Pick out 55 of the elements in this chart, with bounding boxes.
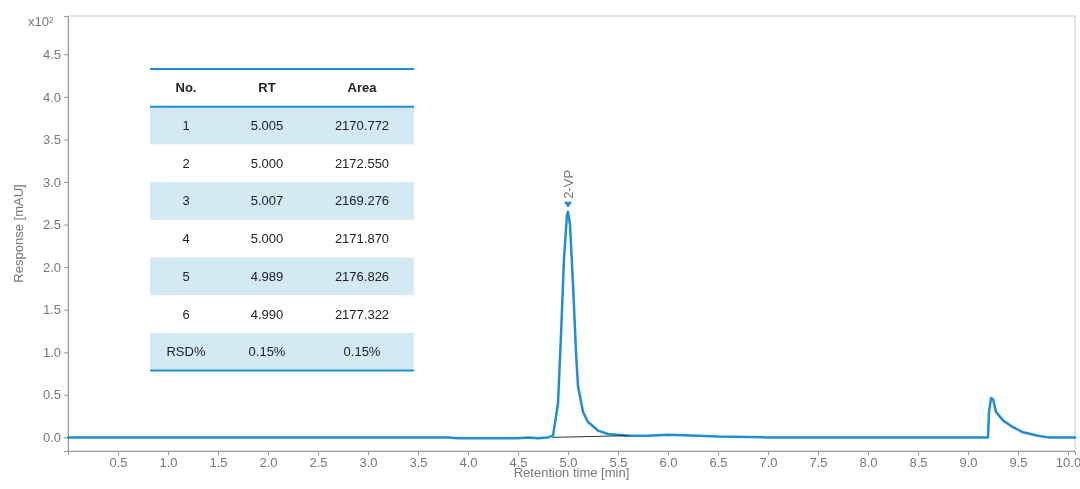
x-tick-label: 8.0 [859, 455, 878, 471]
annotation: 5.007 [250, 193, 284, 209]
y-tick-label: 0.0 [42, 430, 61, 446]
x-tick-label: 3.0 [359, 455, 378, 471]
annotation: 2 [182, 155, 190, 171]
x-tick-label: 7.0 [759, 455, 778, 471]
annotation: 6 [182, 306, 190, 322]
annotation: 0.15% [343, 344, 381, 360]
annotation: 4.989 [250, 268, 284, 284]
y-tick-label: 1.5 [42, 302, 61, 318]
y-tick-label: 3.0 [42, 174, 61, 190]
y-tick-label: 4.0 [42, 89, 61, 105]
annotation: 0.15% [248, 344, 286, 360]
annotation: 5.005 [250, 118, 284, 134]
y-tick-label: 2.0 [42, 259, 61, 275]
x-tick-label: 10.0 [1055, 455, 1080, 471]
x-tick-label: 3.5 [409, 455, 428, 471]
annotation: 2169.276 [334, 193, 390, 209]
annotation: No. [175, 80, 197, 96]
x-tick-label: 2.5 [309, 455, 328, 471]
x-tick-label: 2.0 [259, 455, 278, 471]
annotation: RT [258, 80, 276, 96]
x-tick-label: 9.5 [1009, 455, 1028, 471]
annotation: 5.000 [250, 231, 284, 247]
x-tick-label: 6.5 [709, 455, 728, 471]
annotation: 2172.550 [334, 155, 390, 171]
x-tick-label: 6.0 [659, 455, 678, 471]
y-tick-label: 1.0 [42, 344, 61, 360]
y-tick-label: 0.5 [42, 387, 61, 403]
y-tick-label: 4.5 [42, 46, 61, 62]
annotation: 2177.322 [334, 306, 390, 322]
annotation: 4.990 [250, 306, 284, 322]
annotation: 3 [182, 193, 190, 209]
y-tick-label: 2.5 [42, 217, 61, 233]
x-tick-label: 9.0 [959, 455, 978, 471]
annotation: Area [347, 80, 378, 96]
y-tick-label: 3.5 [42, 132, 61, 148]
annotation: 2176.826 [334, 268, 390, 284]
annotation: 2170.772 [334, 118, 390, 134]
annotation: RSD% [166, 344, 206, 360]
x-tick-label: 8.5 [909, 455, 928, 471]
annotation: 1 [182, 118, 190, 134]
annotation: 2171.870 [334, 231, 390, 247]
x-tick-label: 4.0 [459, 455, 478, 471]
x-tick-label: 1.0 [159, 455, 178, 471]
x-tick-label: 0.5 [109, 455, 128, 471]
y-axis-title: Response [mAU] [11, 184, 26, 283]
x-tick-label: 7.5 [809, 455, 828, 471]
line-series [66, 210, 1077, 440]
annotation: 4 [182, 231, 190, 247]
x-tick-label: 1.5 [209, 455, 228, 471]
annotation: 2-VP [561, 169, 576, 199]
text: x10² [28, 14, 54, 29]
annotation: 5.000 [250, 155, 284, 171]
annotation: 5 [182, 268, 190, 284]
